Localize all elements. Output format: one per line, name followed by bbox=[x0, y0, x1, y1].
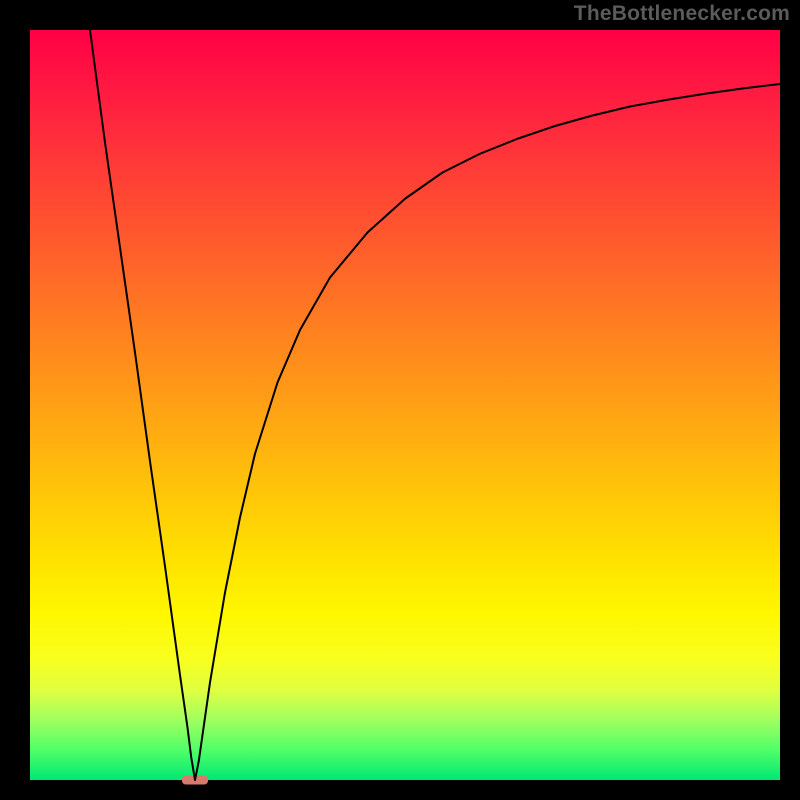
chart-frame: TheBottlenecker.com bbox=[0, 0, 800, 800]
watermark-text: TheBottlenecker.com bbox=[574, 2, 790, 26]
bottleneck-chart bbox=[0, 0, 800, 800]
